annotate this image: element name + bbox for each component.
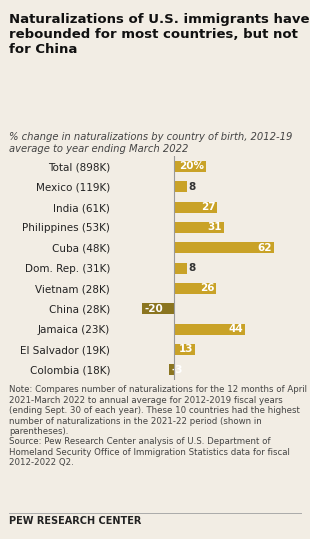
Bar <box>174 262 187 274</box>
Text: -3: -3 <box>172 365 183 375</box>
Bar <box>174 202 217 213</box>
Text: 31: 31 <box>208 223 222 232</box>
Bar <box>174 181 187 192</box>
Text: 27: 27 <box>201 202 216 212</box>
Bar <box>174 283 216 294</box>
Bar <box>174 323 245 335</box>
Text: 20%: 20% <box>179 162 205 171</box>
Bar <box>174 242 274 253</box>
Text: 44: 44 <box>228 324 243 334</box>
Text: -20: -20 <box>144 304 163 314</box>
Text: 62: 62 <box>258 243 272 253</box>
Text: Naturalizations of U.S. immigrants have
rebounded for most countries, but not
fo: Naturalizations of U.S. immigrants have … <box>9 13 310 57</box>
Bar <box>142 303 174 314</box>
Bar <box>174 161 206 172</box>
Text: % change in naturalizations by country of birth, 2012-19
average to year ending : % change in naturalizations by country o… <box>9 132 293 154</box>
Text: PEW RESEARCH CENTER: PEW RESEARCH CENTER <box>9 516 142 526</box>
Text: 8: 8 <box>188 263 195 273</box>
Text: 13: 13 <box>179 344 193 355</box>
Text: Note: Compares number of naturalizations for the 12 months of April 2021-March 2: Note: Compares number of naturalizations… <box>9 385 307 467</box>
Bar <box>169 364 174 376</box>
Bar <box>174 222 224 233</box>
Bar <box>174 344 195 355</box>
Text: 26: 26 <box>200 284 214 294</box>
Text: 8: 8 <box>188 182 195 192</box>
